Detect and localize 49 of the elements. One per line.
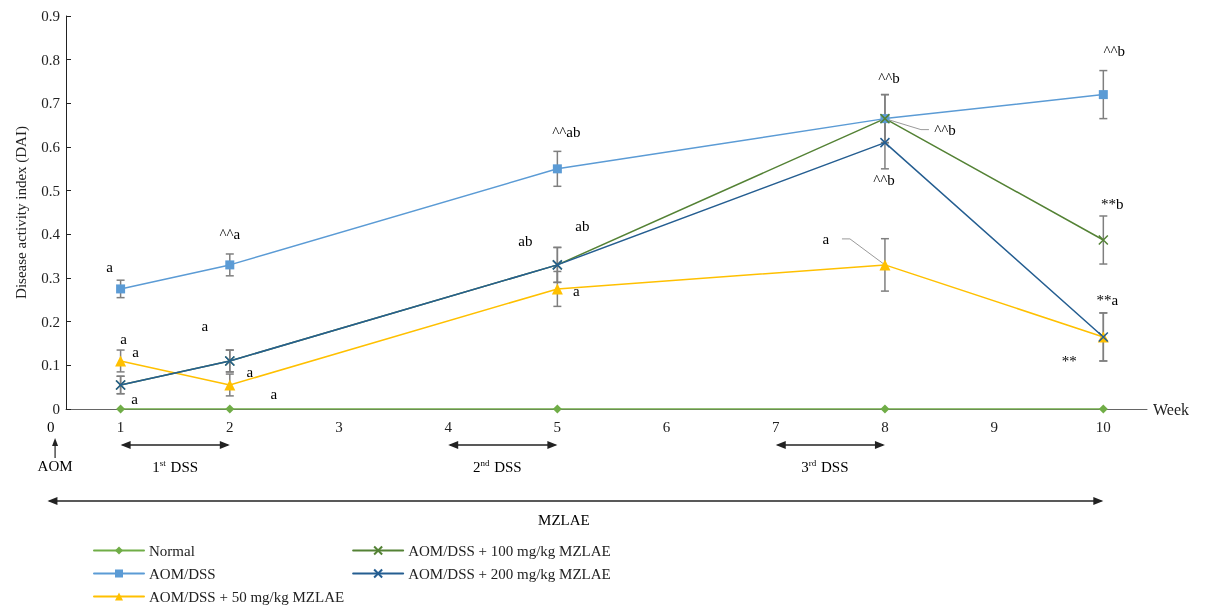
annotation: ab [518, 232, 533, 249]
annotation: a [201, 317, 209, 334]
y-tick-label: 0.7 [41, 95, 61, 112]
annotation: a [106, 258, 114, 275]
y-tick-label: 0.8 [41, 51, 60, 68]
annotation: **b [1101, 196, 1124, 213]
y-tick-label: 0.5 [41, 182, 60, 199]
text: MZLAE [538, 512, 590, 528]
x-tick-label: 5 [553, 418, 562, 435]
y-tick-label: 0 [52, 401, 60, 417]
annotation: ** [1061, 352, 1077, 369]
annotation: **a [1096, 291, 1119, 308]
y-axis-title: Disease activity index (DAI) [12, 126, 30, 299]
annotation: a [270, 386, 278, 402]
x-tick-label: 4 [444, 418, 453, 435]
x-axis-title: Week [1153, 400, 1190, 418]
y-tick-label: 0.6 [41, 139, 61, 155]
annotation: a [822, 230, 830, 247]
x-tick-label: 9 [990, 418, 998, 435]
legend-label: AOM/DSS + 50 mg/kg MZLAE [149, 588, 345, 605]
text: AOM [37, 458, 73, 474]
x-tick-label: 7 [772, 418, 780, 435]
legend-label: AOM/DSS + 200 mg/kg MZLAE [408, 565, 611, 582]
y-tick-label: 0.4 [41, 226, 61, 243]
x-tick-label: 1 [116, 418, 125, 435]
annotation: a [246, 363, 254, 380]
annotation: a [120, 330, 128, 347]
annotation: ^^a [219, 225, 241, 242]
x-tick-label: 8 [881, 418, 889, 435]
annotation: a [132, 343, 140, 360]
y-tick-label: 0.1 [41, 357, 60, 374]
x-tick-label: 6 [662, 418, 671, 435]
x-tick-label: 2 [226, 418, 234, 435]
legend-label: Normal [149, 542, 195, 559]
annotation: ^^b [873, 171, 895, 188]
legend-label: AOM/DSS [149, 565, 216, 582]
annotation: a [573, 282, 581, 299]
x-tick-label: 3 [335, 418, 343, 435]
annotation: ^^ab [552, 123, 581, 140]
legend-label: AOM/DSS + 100 mg/kg MZLAE [408, 542, 611, 559]
y-tick-label: 0.3 [41, 270, 60, 286]
annotation: a [131, 391, 139, 407]
annotation: ^^b [934, 121, 956, 138]
y-tick-label: 0.9 [41, 8, 60, 24]
annotation: ^^b [1103, 42, 1126, 59]
x-tick-label: 10 [1095, 418, 1111, 435]
annotation: ab [575, 217, 590, 234]
y-tick-label: 0.2 [41, 313, 60, 330]
annotation: ^^b [878, 69, 900, 86]
